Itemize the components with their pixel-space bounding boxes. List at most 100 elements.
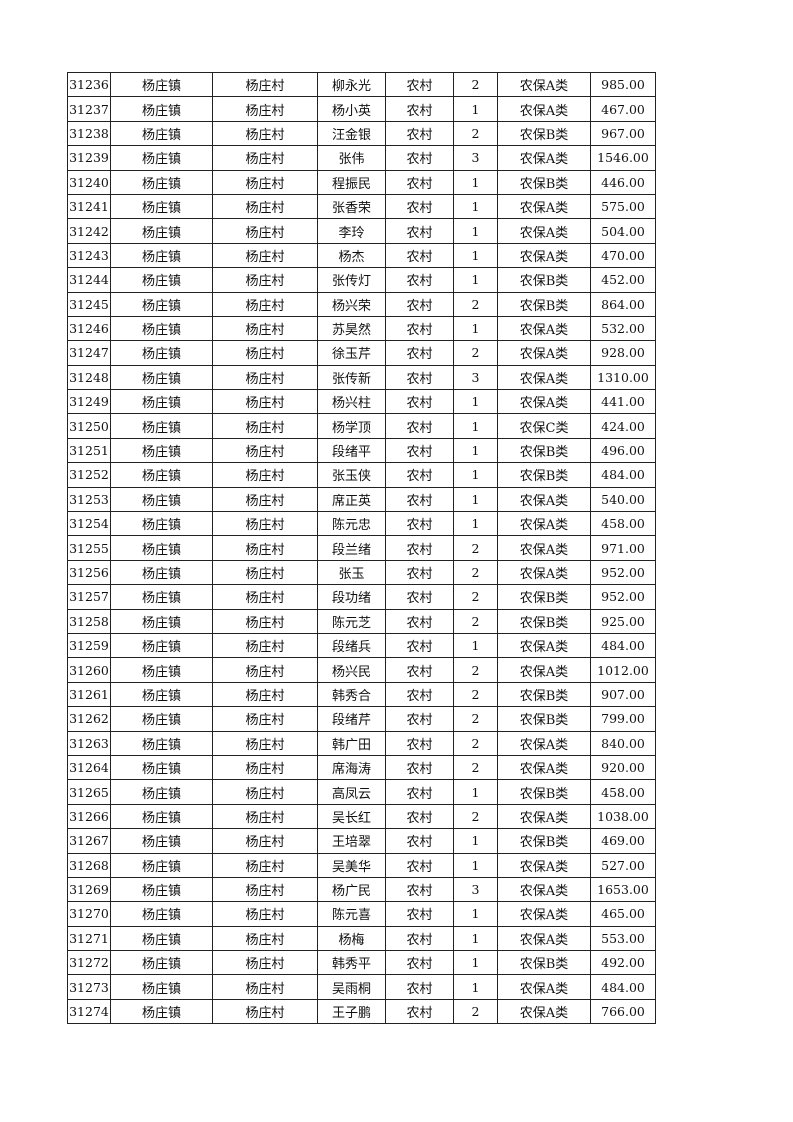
cell-amount: 1546.00 [590, 145, 656, 171]
cell-amount: 766.00 [590, 998, 656, 1025]
cell-village: 杨庄村 [212, 998, 318, 1025]
cell-name: 杨兴民 [317, 657, 386, 683]
cell-member-count: 1 [453, 511, 498, 537]
cell-member-count: 2 [453, 998, 498, 1025]
cell-village: 杨庄村 [212, 389, 318, 415]
cell-town: 杨庄镇 [110, 876, 213, 903]
cell-town: 杨庄镇 [110, 974, 213, 1000]
cell-record-id: 31243 [67, 242, 111, 269]
cell-record-id: 31257 [67, 584, 111, 610]
cell-insurance-category: 农保A类 [497, 925, 591, 952]
records-table: 31236 杨庄镇 杨庄村 柳永光 农村 2 农保A类 985.00 31237 杨庄镇 杨庄村 杨小… [67, 71, 656, 1025]
table-row: 31266 杨庄镇 杨庄村 吴长红 农村 2 农保A类 1038.00 [67, 803, 656, 830]
cell-amount: 532.00 [590, 315, 656, 342]
cell-member-count: 2 [453, 584, 498, 610]
cell-name: 苏昊然 [317, 315, 386, 342]
cell-household-type: 农村 [385, 462, 454, 488]
cell-member-count: 1 [453, 925, 498, 952]
cell-insurance-category: 农保B类 [497, 779, 591, 805]
table-row: 31268 杨庄镇 杨庄村 吴美华 农村 1 农保A类 527.00 [67, 852, 656, 878]
cell-name: 陈元芝 [317, 608, 386, 634]
cell-town: 杨庄镇 [110, 584, 213, 610]
cell-record-id: 31238 [67, 120, 111, 147]
cell-village: 杨庄村 [212, 218, 318, 244]
cell-insurance-category: 农保A类 [497, 974, 591, 1000]
cell-insurance-category: 农保A类 [497, 96, 591, 122]
cell-town: 杨庄镇 [110, 169, 213, 195]
table-row: 31243 杨庄镇 杨庄村 杨杰 农村 1 农保A类 470.00 [67, 242, 656, 269]
cell-member-count: 2 [453, 657, 498, 683]
cell-insurance-category: 农保A类 [497, 242, 591, 269]
cell-household-type: 农村 [385, 876, 454, 903]
cell-village: 杨庄村 [212, 340, 318, 366]
cell-member-count: 2 [453, 608, 498, 634]
cell-insurance-category: 农保A类 [497, 754, 591, 781]
cell-name: 李玲 [317, 218, 386, 244]
cell-record-id: 31268 [67, 852, 111, 878]
cell-member-count: 1 [453, 169, 498, 195]
cell-household-type: 农村 [385, 632, 454, 659]
cell-record-id: 31270 [67, 901, 111, 927]
cell-record-id: 31272 [67, 950, 111, 976]
cell-member-count: 1 [453, 193, 498, 220]
cell-record-id: 31273 [67, 974, 111, 1000]
cell-village: 杨庄村 [212, 193, 318, 220]
table-row: 31250 杨庄镇 杨庄村 杨学顶 农村 1 农保C类 424.00 [67, 413, 656, 439]
table-row: 31246 杨庄镇 杨庄村 苏昊然 农村 1 农保A类 532.00 [67, 315, 656, 342]
cell-amount: 484.00 [590, 632, 656, 659]
cell-village: 杨庄村 [212, 364, 318, 391]
cell-household-type: 农村 [385, 608, 454, 634]
cell-amount: 467.00 [590, 96, 656, 122]
cell-member-count: 1 [453, 437, 498, 464]
table-row: 31248 杨庄镇 杨庄村 张传新 农村 3 农保A类 1310.00 [67, 364, 656, 391]
cell-town: 杨庄镇 [110, 803, 213, 830]
cell-insurance-category: 农保B类 [497, 291, 591, 317]
table-row: 31262 杨庄镇 杨庄村 段绪芹 农村 2 农保B类 799.00 [67, 706, 656, 732]
table-row: 31263 杨庄镇 杨庄村 韩广田 农村 2 农保A类 840.00 [67, 730, 656, 756]
table-row: 31241 杨庄镇 杨庄村 张香荣 农村 1 农保A类 575.00 [67, 193, 656, 220]
cell-amount: 424.00 [590, 413, 656, 439]
cell-village: 杨庄村 [212, 730, 318, 756]
cell-household-type: 农村 [385, 193, 454, 220]
cell-town: 杨庄镇 [110, 462, 213, 488]
cell-town: 杨庄镇 [110, 511, 213, 537]
cell-village: 杨庄村 [212, 291, 318, 317]
table-row: 31258 杨庄镇 杨庄村 陈元芝 农村 2 农保B类 925.00 [67, 608, 656, 634]
table-row: 31265 杨庄镇 杨庄村 高凤云 农村 1 农保B类 458.00 [67, 779, 656, 805]
cell-town: 杨庄镇 [110, 96, 213, 122]
cell-household-type: 农村 [385, 120, 454, 147]
table-row: 31242 杨庄镇 杨庄村 李玲 农村 1 农保A类 504.00 [67, 218, 656, 244]
cell-name: 陈元忠 [317, 511, 386, 537]
cell-member-count: 1 [453, 828, 498, 854]
cell-village: 杨庄村 [212, 315, 318, 342]
cell-town: 杨庄镇 [110, 413, 213, 439]
cell-member-count: 1 [453, 974, 498, 1000]
cell-name: 段绪芹 [317, 706, 386, 732]
cell-insurance-category: 农保B类 [497, 706, 591, 732]
cell-member-count: 1 [453, 901, 498, 927]
cell-amount: 967.00 [590, 120, 656, 147]
cell-amount: 504.00 [590, 218, 656, 244]
cell-member-count: 2 [453, 681, 498, 708]
cell-household-type: 农村 [385, 950, 454, 976]
cell-amount: 1012.00 [590, 657, 656, 683]
cell-village: 杨庄村 [212, 608, 318, 634]
cell-town: 杨庄镇 [110, 145, 213, 171]
table-row: 31271 杨庄镇 杨庄村 杨梅 农村 1 农保A类 553.00 [67, 925, 656, 952]
cell-member-count: 2 [453, 730, 498, 756]
cell-household-type: 农村 [385, 413, 454, 439]
cell-household-type: 农村 [385, 901, 454, 927]
table-row: 31254 杨庄镇 杨庄村 陈元忠 农村 1 农保A类 458.00 [67, 511, 656, 537]
table-row: 31259 杨庄镇 杨庄村 段绪兵 农村 1 农保A类 484.00 [67, 632, 656, 659]
cell-name: 韩广田 [317, 730, 386, 756]
table-row: 31261 杨庄镇 杨庄村 韩秀合 农村 2 农保B类 907.00 [67, 681, 656, 708]
cell-insurance-category: 农保B类 [497, 950, 591, 976]
cell-household-type: 农村 [385, 852, 454, 878]
cell-household-type: 农村 [385, 803, 454, 830]
cell-village: 杨庄村 [212, 950, 318, 976]
cell-member-count: 2 [453, 559, 498, 586]
cell-member-count: 2 [453, 120, 498, 147]
table-row: 31251 杨庄镇 杨庄村 段绪平 农村 1 农保B类 496.00 [67, 437, 656, 464]
cell-amount: 470.00 [590, 242, 656, 269]
cell-town: 杨庄镇 [110, 535, 213, 561]
